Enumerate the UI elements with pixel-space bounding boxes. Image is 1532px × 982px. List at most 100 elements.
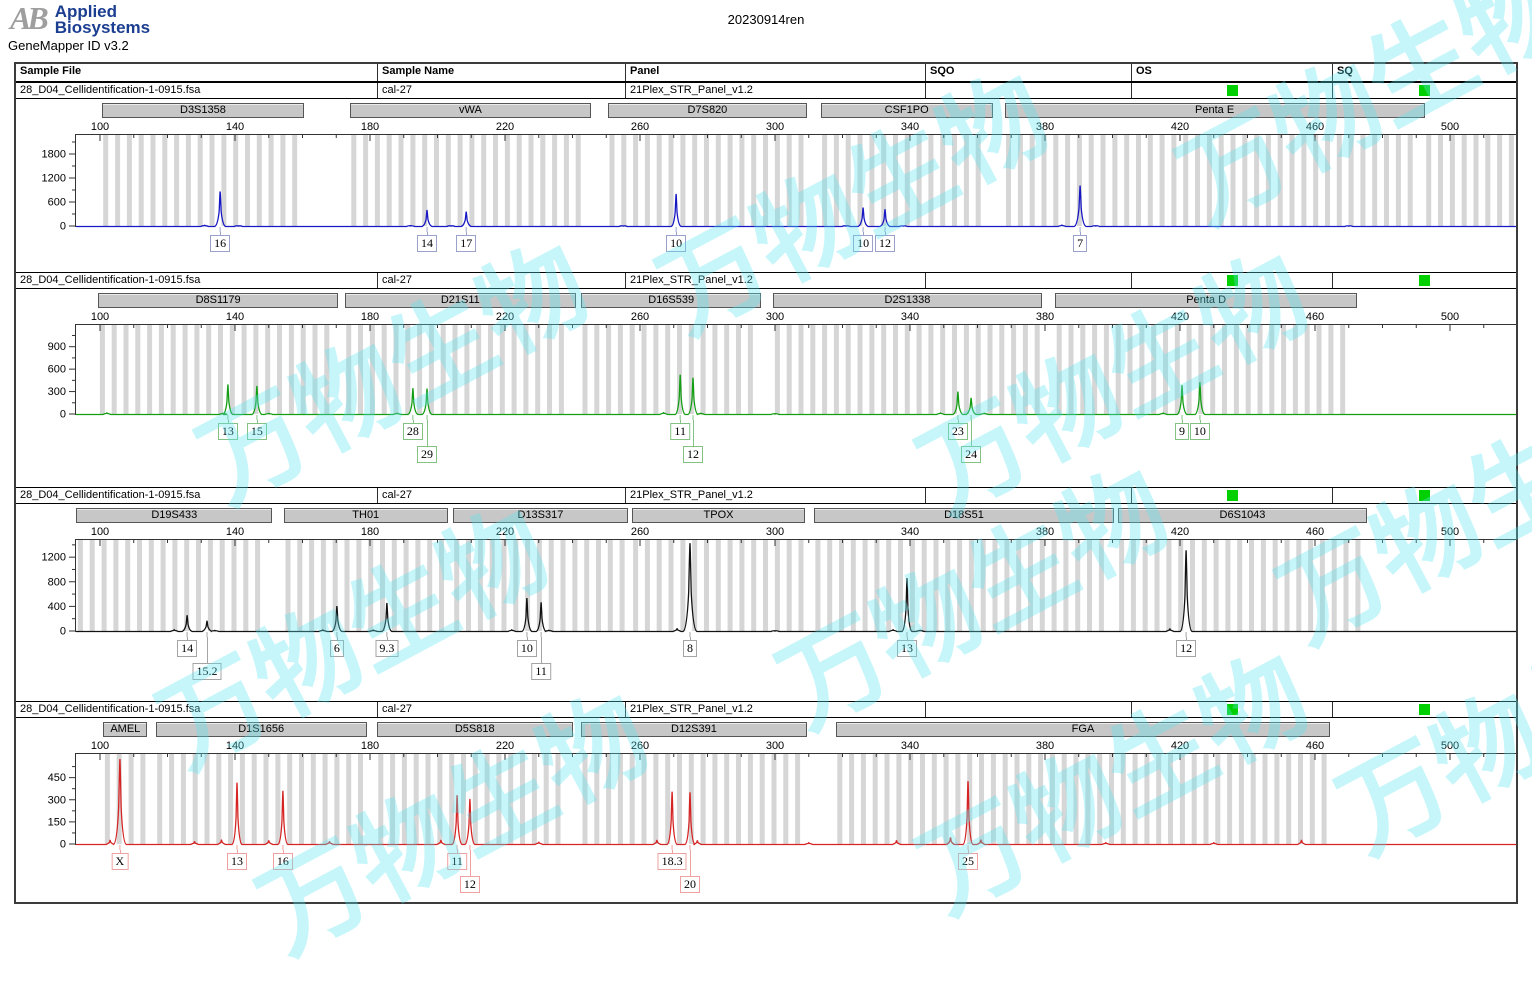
- marker-box-penta-d: Penta D: [1055, 293, 1358, 308]
- allele-connector: [526, 637, 528, 640]
- allele-label-d16s539-12[interactable]: 12: [683, 446, 703, 463]
- allele-connector: [386, 637, 388, 640]
- allele-label-d2s1338-23[interactable]: 23: [947, 423, 968, 440]
- trace-svg-red: 0 150 300 450: [48, 753, 1516, 850]
- allele-label-d5s818-11[interactable]: 11: [447, 853, 467, 870]
- allele-label-fga-25[interactable]: 25: [958, 853, 978, 870]
- trace-svg-blue: 0 600 1200 1800: [42, 134, 1516, 232]
- plot-area-blue[interactable]: 0 600 1200 1800: [16, 134, 1516, 232]
- marker-box-d8s1179: D8S1179: [98, 293, 338, 308]
- sqo-cell: [926, 273, 1132, 288]
- allele-label-d5s818-12[interactable]: 12: [459, 876, 480, 893]
- allele-connector: [227, 420, 229, 423]
- col-panel: Panel: [626, 64, 926, 81]
- y-tick-label: 300: [48, 386, 66, 398]
- y-tick-label: 400: [48, 601, 66, 613]
- sample-row[interactable]: 28_D04_Cellidentification-1-0915.fsa cal-…: [16, 82, 1516, 99]
- allele-label-th01-6[interactable]: 6: [329, 640, 344, 657]
- electropherogram-panel-green: 28_D04_Cellidentification-1-0915.fsa cal-…: [16, 272, 1516, 487]
- y-tick-label: 150: [48, 816, 66, 828]
- allele-label-d1s1656-13[interactable]: 13: [227, 853, 247, 870]
- allele-label-csf1po-10[interactable]: 10: [853, 235, 874, 252]
- plot-area-green[interactable]: 0 300 600 900: [16, 324, 1516, 420]
- allele-connector: [971, 420, 973, 446]
- marker-box-d7s820: D7S820: [607, 103, 807, 118]
- marker-box-d1s1656: D1S1656: [155, 722, 367, 737]
- allele-label-d8s1179-15[interactable]: 15: [246, 423, 267, 440]
- allele-label-penta-e-7[interactable]: 7: [1073, 235, 1088, 252]
- axis-tick-label: 260: [630, 740, 650, 752]
- sample-file-cell: 28_D04_Cellidentification-1-0915.fsa: [16, 702, 378, 717]
- sample-row[interactable]: 28_D04_Cellidentification-1-0915.fsa cal-…: [16, 487, 1516, 504]
- allele-label-d8s1179-13[interactable]: 13: [217, 423, 238, 440]
- allele-label-d21s11-29[interactable]: 29: [417, 446, 437, 463]
- allele-label-d16s539-11[interactable]: 11: [670, 423, 690, 440]
- allele-label-d21s11-28[interactable]: 28: [402, 423, 423, 440]
- axis-tick-label: 460: [1305, 526, 1325, 538]
- sq-pass-indicator: [1419, 275, 1430, 286]
- allele-connector: [907, 637, 908, 640]
- allele-label-penta-d-9[interactable]: 9: [1175, 423, 1189, 440]
- marker-box-d16s539: D16S539: [580, 293, 762, 308]
- marker-box-d5s818: D5S818: [376, 722, 573, 737]
- allele-label-vwa-14[interactable]: 14: [417, 235, 437, 252]
- allele-connector: [469, 850, 471, 876]
- col-sample-name: Sample Name: [378, 64, 626, 81]
- allele-connector: [1199, 420, 1201, 423]
- plot-area-black[interactable]: 0 400 800 1200: [16, 539, 1516, 637]
- axis-tick-label: 340: [900, 740, 920, 752]
- size-axis-labels: 100 140 180 220 260 300 340 380 420 460 500: [16, 311, 1516, 324]
- axis-tick-label: 500: [1440, 121, 1460, 133]
- allele-label-amel-x[interactable]: X: [111, 853, 129, 870]
- allele-label-d3s1358-16[interactable]: 16: [210, 235, 231, 252]
- allele-connector: [968, 850, 969, 853]
- col-sample-file: Sample File: [16, 64, 378, 81]
- axis-tick-label: 380: [1035, 121, 1055, 133]
- os-pass-indicator: [1226, 490, 1238, 501]
- allele-label-d13s317-10[interactable]: 10: [516, 640, 537, 657]
- allele-label-d19s433-15.2[interactable]: 15.2: [192, 663, 222, 680]
- sample-name-cell: cal-27: [378, 488, 626, 503]
- allele-label-vwa-17[interactable]: 17: [456, 235, 477, 252]
- genemapper-window: { "header": { "logo_ab": "AB", "brand_li…: [8, 0, 1532, 977]
- axis-tick-label: 180: [360, 526, 380, 538]
- allele-label-d12s391-20[interactable]: 20: [680, 876, 700, 893]
- y-tick-label: 900: [48, 341, 66, 353]
- marker-box-fga: FGA: [835, 722, 1331, 737]
- os-cell: [1132, 83, 1333, 98]
- axis-tick-label: 500: [1440, 526, 1460, 538]
- allele-connector: [676, 232, 678, 235]
- allele-label-d6s1043-12[interactable]: 12: [1176, 640, 1197, 657]
- allele-label-penta-d-10[interactable]: 10: [1189, 423, 1210, 440]
- marker-box-d3s1358: D3S1358: [101, 103, 305, 118]
- sample-row[interactable]: 28_D04_Cellidentification-1-0915.fsa cal-…: [16, 272, 1516, 289]
- sq-cell: [1333, 273, 1516, 288]
- marker-row: AMEL D1S1656 D5S818 D12S391 FGA: [16, 718, 1516, 740]
- allele-label-d13s317-11[interactable]: 11: [531, 663, 551, 680]
- allele-label-d19s433-14[interactable]: 14: [177, 640, 198, 657]
- allele-label-csf1po-12[interactable]: 12: [875, 235, 895, 252]
- axis-tick-label: 100: [90, 311, 110, 323]
- plot-area-red[interactable]: 0 150 300 450: [16, 753, 1516, 850]
- marker-row: D19S433 TH01 D13S317 TPOX D18S51 D6S1043: [16, 504, 1516, 526]
- trace-svg-green: 0 300 600 900: [48, 324, 1516, 420]
- sample-name-cell: cal-27: [378, 273, 626, 288]
- allele-label-d7s820-10[interactable]: 10: [666, 235, 687, 252]
- marker-box-csf1po: CSF1PO: [820, 103, 993, 118]
- allele-label-d1s1656-16[interactable]: 16: [272, 853, 293, 870]
- marker-box-vwa: vWA: [349, 103, 592, 118]
- app-version-label: GeneMapper ID v3.2: [8, 38, 129, 53]
- allele-connector: [282, 850, 284, 853]
- allele-label-d2s1338-24[interactable]: 24: [961, 446, 982, 463]
- allele-label-tpox-8[interactable]: 8: [683, 640, 697, 657]
- axis-tick-label: 300: [765, 740, 785, 752]
- dye-trace-green: [76, 374, 1516, 416]
- allele-label-d18s51-13[interactable]: 13: [897, 640, 917, 657]
- axis-tick-label: 260: [630, 121, 650, 133]
- sample-row[interactable]: 28_D04_Cellidentification-1-0915.fsa cal-…: [16, 701, 1516, 718]
- allele-label-d12s391-18.3[interactable]: 18.3: [657, 853, 687, 870]
- electropherogram-panel-black: 28_D04_Cellidentification-1-0915.fsa cal-…: [16, 487, 1516, 701]
- axis-tick-label: 300: [765, 311, 785, 323]
- panel-name-cell: 21Plex_STR_Panel_v1.2: [626, 273, 926, 288]
- allele-label-th01-9.3[interactable]: 9.3: [375, 640, 399, 657]
